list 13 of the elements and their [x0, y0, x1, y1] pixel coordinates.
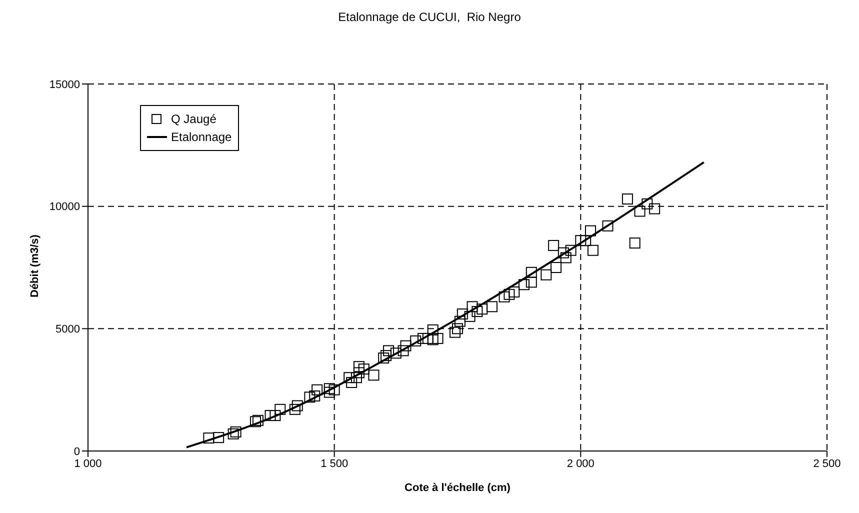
y-tick-label: 0 — [74, 446, 80, 458]
x-tick-label: 1 500 — [320, 458, 348, 470]
x-tick-label: 2 000 — [566, 458, 594, 470]
legend-label: Q Jaugé — [171, 112, 216, 126]
x-tick-label: 2 500 — [813, 458, 841, 470]
y-tick-label: 10000 — [49, 201, 80, 214]
y-tick-label: 5000 — [56, 324, 80, 336]
y-axis-title: Débit (m3/s) — [28, 234, 41, 298]
x-tick-label: 1 000 — [74, 458, 102, 470]
y-tick-label: 15000 — [49, 78, 80, 91]
chart-title: Etalonnage de CUCUI, Rio Negro — [337, 10, 522, 24]
legend-label: Etalonnage — [171, 130, 232, 144]
x-axis-title: Cote à l'échelle (cm) — [404, 482, 511, 494]
